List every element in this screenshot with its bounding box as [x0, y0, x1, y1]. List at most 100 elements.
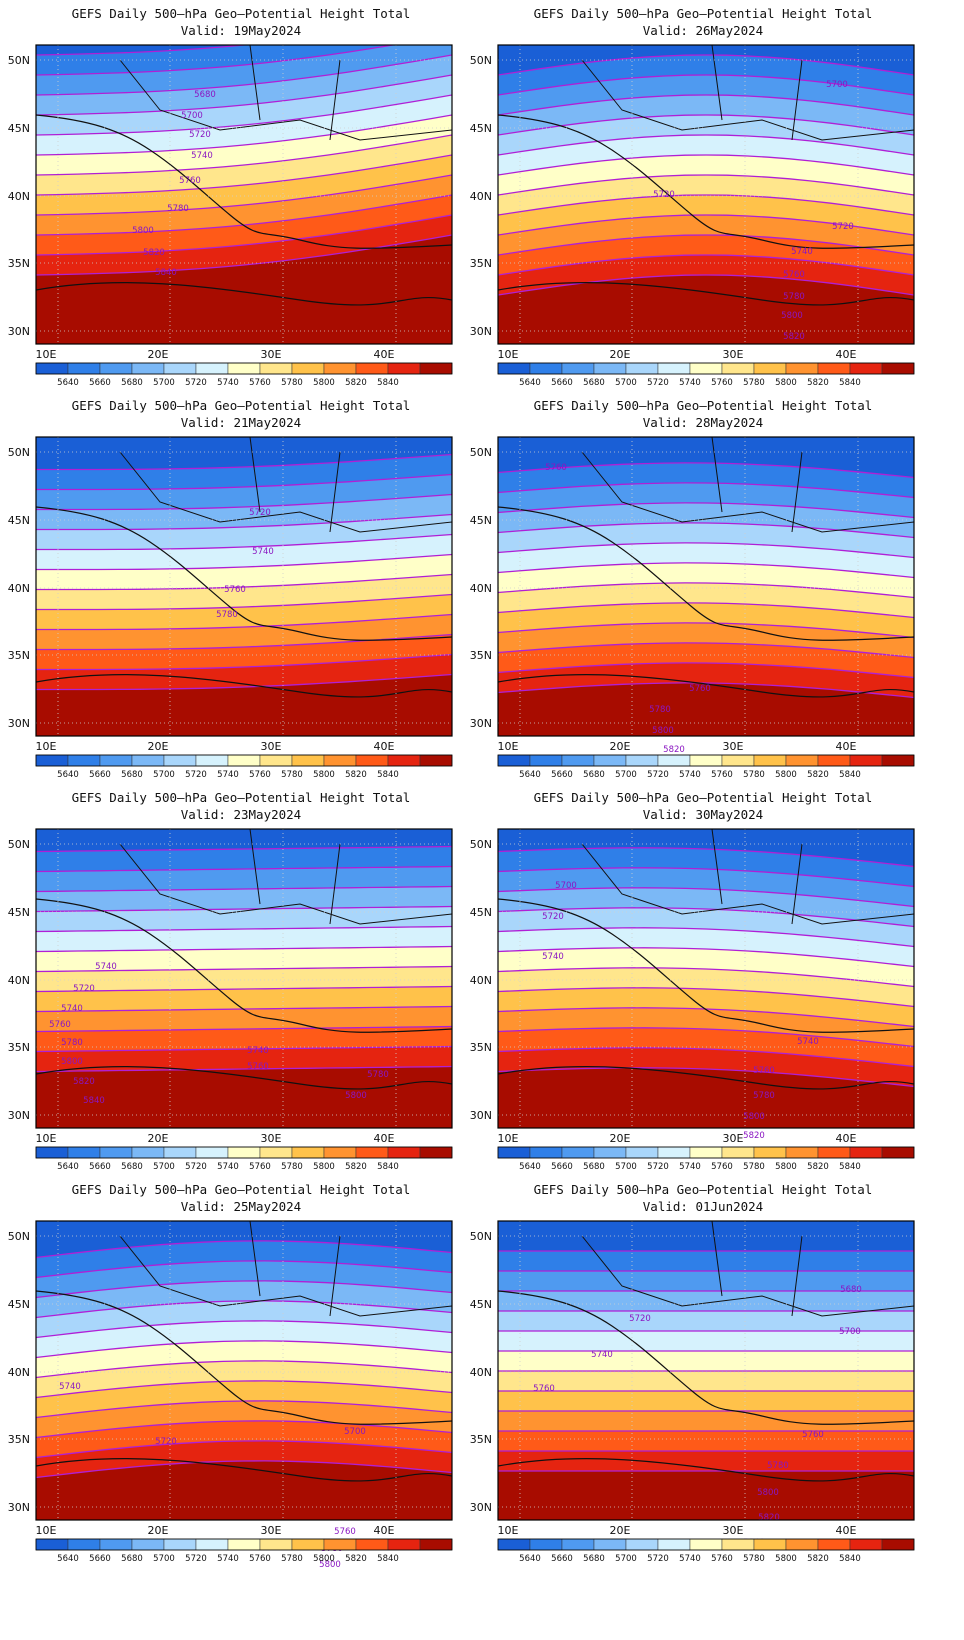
legend-swatch	[785, 1146, 819, 1159]
contour-label: 5800	[781, 311, 803, 321]
lon-tick-label: 10E	[36, 348, 57, 361]
coastline	[36, 281, 452, 306]
lat-tick-label: 40N	[8, 582, 30, 595]
legend-label: 5700	[153, 1554, 175, 1564]
contour-line	[36, 1320, 452, 1339]
legend-label: 5700	[153, 1162, 175, 1172]
height-map: 5740 5720 5700 5760 5780 5800 50N 45N 40N 35N 30N 1…	[8, 1220, 453, 1570]
contour-line	[36, 154, 452, 196]
coastline	[498, 1290, 914, 1425]
legend-swatch	[163, 754, 197, 767]
lat-tick-label: 40N	[470, 190, 492, 203]
legend-label: 5680	[121, 770, 143, 780]
legend-swatch	[849, 754, 883, 767]
legend-swatch	[497, 1538, 531, 1551]
contour-label: 5820	[783, 332, 805, 342]
lat-tick-label: 35N	[8, 649, 30, 662]
country-borders	[119, 437, 452, 533]
contour-line	[36, 905, 452, 913]
country-borders	[119, 1221, 452, 1317]
legend-label: 5740	[217, 378, 239, 388]
legend-swatch	[817, 1146, 851, 1159]
coastline	[498, 673, 914, 698]
lon-tick-label: 40E	[836, 1524, 857, 1537]
lat-tick-label: 30N	[8, 1109, 30, 1122]
contour-line	[498, 482, 914, 499]
contour-label: 5820	[663, 745, 685, 755]
legend-label: 5840	[377, 378, 399, 388]
contour-line	[498, 887, 914, 908]
lat-tick-label: 45N	[470, 1298, 492, 1311]
contour-label: 5800	[319, 1560, 341, 1570]
legend-swatch	[35, 362, 69, 375]
map-panel: GEFS Daily 500–hPa Geo–Potential Height …	[462, 1176, 944, 1586]
contour-line	[498, 847, 914, 868]
contour-label: 5740	[797, 1037, 819, 1047]
map-panel: GEFS Daily 500–hPa Geo–Potential Height …	[0, 1176, 482, 1586]
contour-line	[36, 45, 397, 76]
contour-line	[36, 573, 452, 591]
contour-line	[36, 74, 452, 116]
legend-swatch	[195, 754, 229, 767]
legend-swatch	[721, 1538, 755, 1551]
contour-line	[498, 947, 914, 968]
legend-label: 5660	[89, 1554, 111, 1564]
legend-swatch	[721, 1146, 755, 1159]
lat-tick-label: 50N	[8, 54, 30, 67]
contour-label: 5820	[73, 1077, 95, 1087]
lat-tick-label: 45N	[8, 122, 30, 135]
contour-line	[36, 553, 452, 571]
lat-tick-label: 50N	[8, 446, 30, 459]
legend-label: 5800	[313, 1554, 335, 1564]
legend-label: 5820	[345, 1162, 367, 1172]
legend-swatch	[387, 1538, 421, 1551]
coastline	[498, 898, 914, 1033]
lon-tick-label: 40E	[836, 1132, 857, 1145]
legend-swatch	[625, 754, 659, 767]
lon-tick-label: 20E	[610, 348, 631, 361]
contour-label: 5760	[224, 585, 246, 595]
height-band	[36, 235, 452, 344]
legend-label: 5640	[519, 1162, 541, 1172]
legend-swatch	[291, 362, 325, 375]
legend-swatch	[291, 1146, 325, 1159]
contour-label: 5720	[189, 130, 211, 140]
contour-line	[36, 493, 452, 511]
contour-label: 5820	[758, 1513, 780, 1523]
legend-swatch	[67, 754, 101, 767]
contour-label: 5720	[542, 912, 564, 922]
lat-tick-label: 40N	[470, 1366, 492, 1379]
contour-line	[36, 114, 452, 156]
legend-swatch	[561, 1538, 595, 1551]
lat-tick-label: 35N	[470, 649, 492, 662]
lat-tick-label: 30N	[470, 717, 492, 730]
lon-tick-label: 40E	[836, 740, 857, 753]
legend-swatch	[99, 362, 133, 375]
lat-tick-label: 30N	[470, 1501, 492, 1514]
lat-tick-label: 40N	[470, 582, 492, 595]
legend-swatch	[163, 362, 197, 375]
legend-label: 5660	[89, 1162, 111, 1172]
contour-label: 5780	[216, 610, 238, 620]
legend-swatch	[355, 1538, 389, 1551]
legend-label: 5700	[153, 378, 175, 388]
legend-swatch	[753, 754, 787, 767]
height-map: 5760 5760 5780 5800 5820 50N 45N 40N 35N 30N 10E 20…	[470, 436, 915, 780]
coastline	[498, 1457, 914, 1482]
lon-tick-label: 20E	[610, 740, 631, 753]
panel-valid-date: Valid: 21May2024	[180, 415, 302, 430]
contour-label: 5760	[179, 176, 201, 186]
country-borders	[119, 45, 452, 141]
contour-line	[36, 1420, 452, 1439]
lat-tick-label: 30N	[8, 1501, 30, 1514]
contour-line	[36, 533, 452, 551]
contour-label: 5760	[783, 270, 805, 280]
contour-line	[36, 865, 452, 873]
height-band	[36, 1066, 452, 1128]
legend-swatch	[881, 362, 915, 375]
legend-swatch	[259, 1146, 293, 1159]
coastline	[498, 1065, 914, 1090]
contour-label: 5720	[155, 1437, 177, 1447]
panel-title: GEFS Daily 500–hPa Geo–Potential Height …	[71, 1182, 411, 1197]
legend-swatch	[529, 362, 563, 375]
